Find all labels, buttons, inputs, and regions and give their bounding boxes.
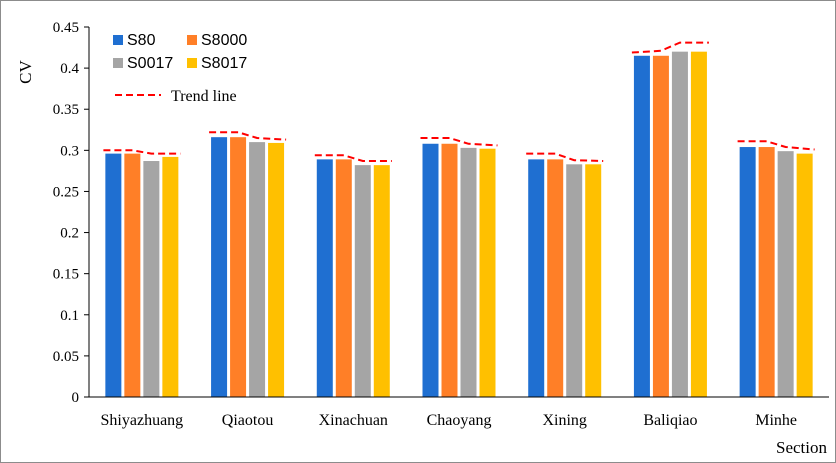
bar-s0017 xyxy=(249,142,266,397)
trend-line-segment xyxy=(631,41,709,54)
legend-label: Trend line xyxy=(171,88,237,105)
trend-line-segment xyxy=(209,131,287,141)
y-tick-label: 0.35 xyxy=(53,102,79,118)
legend-swatch-s0017 xyxy=(113,58,123,68)
bar-s80 xyxy=(105,153,122,397)
y-tick-label: 0.2 xyxy=(60,226,79,242)
bar-s0017 xyxy=(566,164,583,397)
bar-s80 xyxy=(528,159,545,397)
bar-s8017 xyxy=(268,142,285,397)
y-tick-label: 0.3 xyxy=(60,143,79,159)
legend-label: S80 xyxy=(127,32,156,49)
legend-swatch-s8000 xyxy=(187,35,197,45)
x-axis-categories: Shiyazhuang Qiaotou Xinachuan Chaoyang Xinin… xyxy=(101,412,798,429)
bar-s0017 xyxy=(354,165,371,397)
trend-line-segment xyxy=(737,140,815,151)
bar-s8000 xyxy=(124,153,141,397)
y-tick-label: 0.15 xyxy=(53,267,79,283)
bar-s8000 xyxy=(230,137,247,397)
bar-s8017 xyxy=(162,156,179,397)
legend-label: S0017 xyxy=(127,55,173,72)
legend-label: S8000 xyxy=(201,32,247,49)
x-category-label: Xinachuan xyxy=(319,412,388,429)
y-tick-label: 0.45 xyxy=(53,20,79,36)
y-tick-label: 0.4 xyxy=(60,61,79,77)
legend-label: S8017 xyxy=(201,55,247,72)
bar-s80 xyxy=(316,159,333,397)
bar-s80 xyxy=(633,55,650,398)
bar-s80 xyxy=(422,143,439,397)
bar-s8017 xyxy=(479,148,496,397)
bar-s80 xyxy=(211,137,228,397)
x-category-label: Chaoyang xyxy=(427,412,492,429)
legend: S80 S8000 S0017 S8017 Trend line xyxy=(113,32,247,105)
y-axis-title: CV xyxy=(16,59,35,83)
bar-s8000 xyxy=(758,147,775,397)
bar-s0017 xyxy=(143,161,160,397)
legend-swatch-s80 xyxy=(113,35,123,45)
x-category-label: Minhe xyxy=(755,412,797,429)
bar-s8017 xyxy=(796,153,813,397)
trend-line-segment xyxy=(420,137,498,147)
x-category-label: Baliqiao xyxy=(643,412,697,429)
bar-s0017 xyxy=(671,51,688,398)
y-tick-label: 0.25 xyxy=(53,184,79,200)
y-axis-ticks: 0 0.05 0.1 0.15 0.2 0.25 0.3 0.35 0.4 0.45 xyxy=(53,20,89,406)
y-tick-label: 0 xyxy=(72,390,80,406)
plot-area xyxy=(103,41,815,398)
bar-s8000 xyxy=(441,143,458,397)
bar-s0017 xyxy=(460,147,477,397)
bar-s0017 xyxy=(777,151,794,397)
bar-s8017 xyxy=(373,165,390,397)
bar-s8017 xyxy=(690,51,707,398)
bar-s80 xyxy=(739,147,756,397)
y-tick-label: 0.05 xyxy=(53,349,79,365)
trend-line-segment xyxy=(314,154,392,162)
y-tick-label: 0.1 xyxy=(60,308,79,324)
x-category-label: Shiyazhuang xyxy=(101,412,184,429)
bar-s8000 xyxy=(335,159,352,397)
x-axis-title: Section xyxy=(776,438,827,457)
legend-swatch-s8017 xyxy=(187,58,197,68)
trend-line-segment xyxy=(103,149,181,155)
x-category-label: Qiaotou xyxy=(222,412,274,429)
bar-s8000 xyxy=(652,55,669,398)
x-category-label: Xining xyxy=(542,412,586,429)
trend-line-segment xyxy=(526,152,604,162)
bar-s8017 xyxy=(585,164,602,397)
bar-s8000 xyxy=(547,159,564,397)
